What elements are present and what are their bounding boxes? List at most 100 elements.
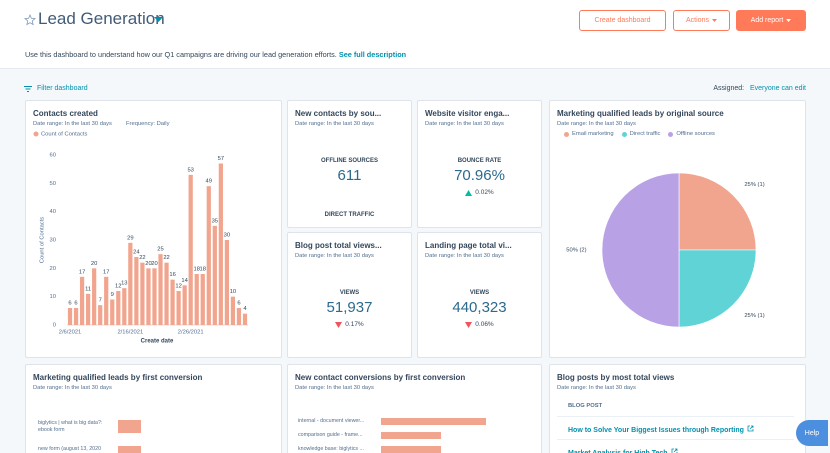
date-range: Date range: In the last 30 days bbox=[425, 253, 504, 259]
blog-post-title[interactable]: How to Solve Your Biggest Issues through… bbox=[568, 427, 744, 434]
date-range: Date range: In the last 30 days bbox=[295, 385, 374, 391]
kpi-value: 440,323 bbox=[452, 299, 507, 316]
filter-dashboard-link[interactable]: Filter dashboard bbox=[37, 85, 88, 92]
actions-button[interactable]: Actions bbox=[673, 10, 730, 31]
date-range: Date range: In the last 30 days bbox=[33, 385, 112, 391]
create-dashboard-button[interactable]: Create dashboard bbox=[579, 10, 666, 31]
report-card: Landing page total vi... Date range: In t… bbox=[417, 232, 542, 358]
header-bar: Lead Generation Create dashboard Actions… bbox=[0, 0, 830, 69]
triangle bbox=[465, 321, 473, 328]
date-range: Date range: In the last 30 days bbox=[557, 385, 636, 391]
assigned-label: Assigned: bbox=[713, 85, 745, 92]
caret bbox=[786, 19, 792, 22]
kpi-footer: DIRECT TRAFFIC bbox=[324, 212, 375, 218]
card-title[interactable]: New contact conversions by first convers… bbox=[295, 373, 466, 382]
change-value: 0.17% bbox=[345, 321, 364, 328]
dashboard-title[interactable]: Lead Generation bbox=[38, 9, 165, 28]
bar bbox=[118, 420, 141, 433]
help-label[interactable]: Help bbox=[804, 429, 820, 437]
bar bbox=[118, 446, 141, 453]
report-card: Blog post total views... Date range: In t… bbox=[287, 232, 412, 358]
card-title[interactable]: Contacts created bbox=[33, 109, 98, 118]
change-arrow bbox=[465, 189, 473, 196]
legend-swatch bbox=[668, 131, 674, 137]
kpi-change: 0.06% bbox=[418, 321, 541, 328]
triangle bbox=[335, 321, 343, 328]
change-value: 0.02% bbox=[475, 189, 494, 196]
add-report-button[interactable]: Add report bbox=[736, 10, 806, 31]
kpi-value: 70.96% bbox=[454, 167, 505, 184]
row-divider bbox=[557, 439, 794, 440]
change-arrow bbox=[335, 321, 343, 328]
change-value: 0.06% bbox=[475, 321, 494, 328]
assigned-value[interactable]: Everyone can edit bbox=[749, 85, 806, 92]
button-label[interactable]: Actions bbox=[686, 17, 709, 24]
kpi-label: BOUNCE RATE bbox=[457, 158, 502, 164]
favorite-star-icon[interactable] bbox=[24, 14, 36, 26]
report-card: Marketing qualified leads by first conve… bbox=[25, 364, 282, 453]
change-arrow bbox=[465, 321, 473, 328]
assigned: Assigned: Everyone can edit bbox=[713, 85, 806, 92]
card-title[interactable]: Blog post total views... bbox=[295, 241, 382, 250]
report-card: Contacts created Date range: In the last … bbox=[25, 100, 282, 358]
date-range: Date range: In the last 30 days bbox=[295, 121, 374, 127]
help-button[interactable]: Help bbox=[796, 420, 828, 446]
card-title[interactable]: Marketing qualified leads by first conve… bbox=[33, 373, 203, 382]
bar-label: biglytics | what is big data?: ebook for… bbox=[38, 420, 103, 433]
legend-label: Direct traffic bbox=[629, 131, 661, 137]
button-label[interactable]: Create dashboard bbox=[594, 17, 651, 24]
legend: Email marketing Direct traffic Offline sou… bbox=[564, 131, 715, 137]
blog-post-title[interactable]: Market Analysis for High Tech bbox=[568, 450, 668, 453]
bar bbox=[381, 418, 486, 425]
legend-item: Email marketing bbox=[564, 131, 614, 137]
report-card: New contact conversions by first convers… bbox=[287, 364, 542, 453]
kpi-value: 51,937 bbox=[326, 299, 373, 316]
external-link-icon[interactable] bbox=[671, 448, 678, 453]
legend-item: Offline sources bbox=[668, 131, 715, 137]
icon-path bbox=[671, 448, 677, 453]
external-link-icon[interactable] bbox=[747, 425, 754, 432]
bar-label: new form (august 13, 2020 bbox=[38, 446, 102, 452]
kpi-label: VIEWS bbox=[469, 290, 490, 296]
frequency: Frequency: Daily bbox=[126, 121, 170, 127]
card-title[interactable]: Landing page total vi... bbox=[425, 241, 512, 250]
card-title[interactable]: New contacts by sou... bbox=[295, 109, 382, 118]
card-title[interactable]: Blog posts by most total views bbox=[557, 373, 675, 382]
bar bbox=[381, 446, 441, 453]
legend-swatch bbox=[564, 131, 569, 137]
report-card: New contacts by sou... Date range: In the… bbox=[287, 100, 412, 228]
description-link[interactable]: See full description bbox=[338, 50, 407, 59]
report-card: Marketing qualified leads by original so… bbox=[549, 100, 806, 358]
caret bbox=[711, 19, 717, 22]
title-caret[interactable] bbox=[154, 17, 163, 23]
kpi-label: VIEWS bbox=[339, 290, 360, 296]
blog-post-row[interactable]: Market Analysis for High Tech bbox=[568, 448, 678, 453]
kpi-value: 611 bbox=[337, 167, 362, 184]
description: Use this dashboard to understand how our… bbox=[25, 50, 406, 59]
report-card: Blog posts by most total views Date range… bbox=[549, 364, 806, 453]
date-range: Date range: In the last 30 days bbox=[425, 121, 504, 127]
bar-label: knowledge base: biglytics ... bbox=[298, 446, 364, 452]
description-text: Use this dashboard to understand how our… bbox=[25, 50, 337, 59]
card-title[interactable]: Website visitor enga... bbox=[425, 109, 510, 118]
legend-label: Email marketing bbox=[572, 131, 614, 137]
legend-swatch bbox=[621, 131, 627, 137]
legend-item: Direct traffic bbox=[621, 131, 661, 137]
date-range: Date range: In the last 30 days bbox=[557, 121, 636, 127]
blog-post-row[interactable]: How to Solve Your Biggest Issues through… bbox=[568, 425, 754, 434]
filter-icon[interactable] bbox=[24, 85, 32, 93]
kpi-change: 0.17% bbox=[288, 321, 411, 328]
card-title[interactable]: Marketing qualified leads by original so… bbox=[557, 109, 724, 118]
button-label[interactable]: Add report bbox=[750, 17, 784, 24]
row-divider bbox=[557, 416, 794, 417]
column-header: BLOG POST bbox=[568, 403, 603, 409]
report-card: Website visitor enga... Date range: In th… bbox=[417, 100, 542, 228]
bar-label: comparison guide - frame... bbox=[298, 432, 363, 438]
kpi-change: 0.02% bbox=[418, 189, 541, 196]
date-range: Date range: In the last 30 days bbox=[295, 253, 374, 259]
bar bbox=[381, 432, 441, 439]
kpi-label: OFFLINE SOURCES bbox=[320, 158, 378, 164]
bar-label: internal - document viewer... bbox=[298, 418, 365, 424]
triangle bbox=[465, 189, 473, 196]
